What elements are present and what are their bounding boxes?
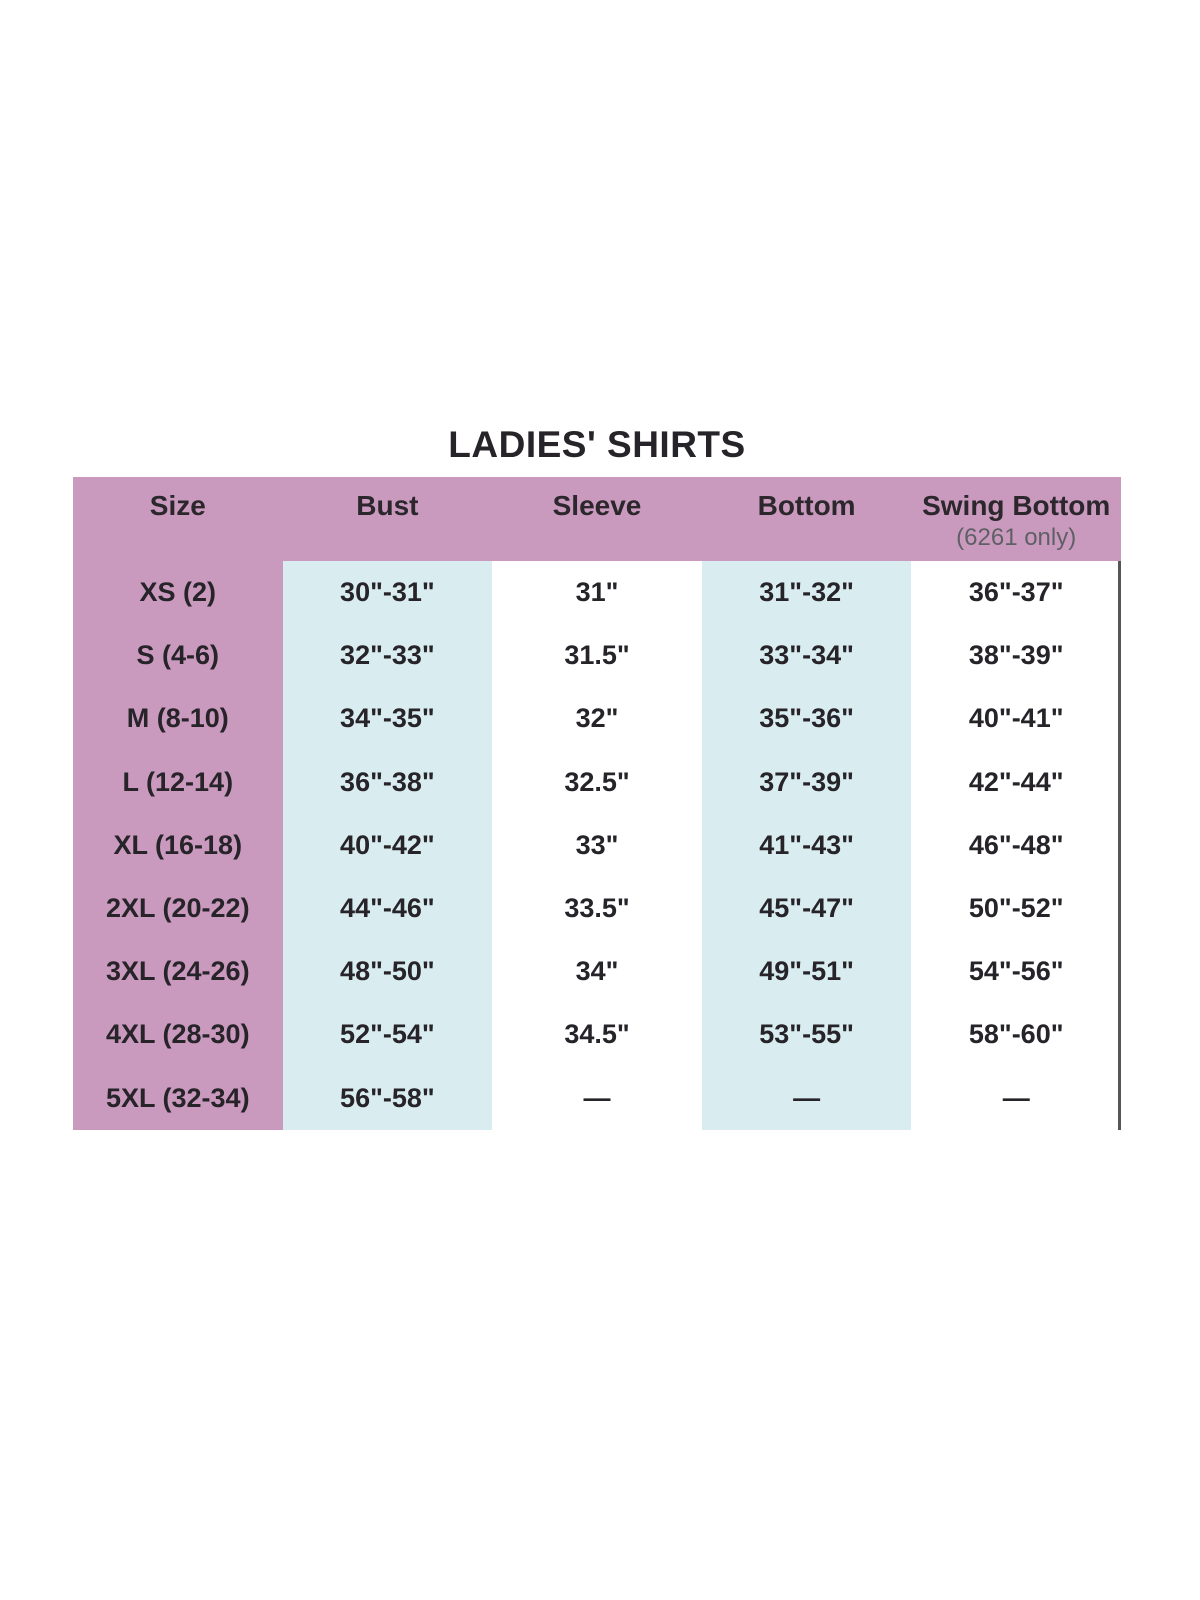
header-cell-swing-bottom: Swing Bottom (6261 only) [911,477,1121,561]
table-cell: 49"-51" [701,940,912,1004]
table-cell: 33.5" [564,893,630,924]
table-cell: S (4-6) [73,624,283,688]
table-cell: L (12-14) [73,750,283,814]
table-cell: 52"-54" [282,1003,493,1067]
table-cell: 56"-58" [282,1066,493,1130]
page-title: LADIES' SHIRTS [448,424,746,465]
table-cell: XS (2) [73,561,283,625]
table-cell: 32"-33" [282,624,493,688]
table-cell: 36"-38" [282,750,493,814]
table-cell: 34" [575,956,619,987]
table-cell: M (8-10) [73,687,283,751]
table-cell: — [583,1082,611,1113]
table-cell: 31" [575,577,619,608]
table-cell: 50"-52" [968,893,1064,924]
table-cell: 38"-39" [968,640,1064,671]
table-body: XS (2) 30"-31" 31" 31"-32" 36"-37" S (4-… [73,561,1121,1130]
table-cell: 31.5" [564,640,630,671]
size-chart-table: Size Bust Sleeve Bottom Swing Bottom (62… [73,477,1121,1130]
table-cell: 40"-41" [968,703,1064,734]
header-cell-bottom: Bottom [702,477,912,561]
header-sublabel: (6261 only) [956,523,1077,551]
table-cell: 48"-50" [282,940,493,1004]
table-cell: 32.5" [564,766,630,797]
table-cell: 34"-35" [282,687,493,751]
table-cell: 44"-46" [282,876,493,941]
table-cell: 4XL (28-30) [73,1003,283,1067]
table-cell: 35"-36" [701,687,912,751]
table-header-row: Size Bust Sleeve Bottom Swing Bottom (62… [73,477,1121,561]
table-cell: 46"-48" [968,829,1064,860]
table-cell: 45"-47" [701,876,912,941]
header-cell-size: Size [73,477,283,561]
table-cell: 33"-34" [701,624,912,688]
table-cell: 33" [575,829,619,860]
table-cell: 54"-56" [968,956,1064,987]
table-cell: 34.5" [564,1019,630,1050]
table-cell: 37"-39" [701,750,912,814]
table-cell: 42"-44" [968,766,1064,797]
table-cell: 31"-32" [701,561,912,625]
header-cell-sleeve: Sleeve [492,477,702,561]
header-label: Swing Bottom [922,490,1111,521]
header-label: Size [149,490,206,521]
header-label: Bust [356,490,419,521]
header-label: Bottom [757,490,856,521]
table-cell: 41"-43" [701,813,912,877]
header-cell-bust: Bust [283,477,493,561]
table-cell: 2XL (20-22) [73,876,283,941]
header-label: Sleeve [552,490,642,521]
table-cell: — [1002,1082,1030,1113]
table-cell: 30"-31" [282,561,493,625]
table-cell: 5XL (32-34) [73,1066,283,1130]
table-cell: — [701,1066,912,1130]
table-cell: 3XL (24-26) [73,940,283,1004]
table-cell: 53"-55" [701,1003,912,1067]
table-cell: 36"-37" [968,577,1064,608]
table-cell: 32" [575,703,619,734]
table-cell: 40"-42" [282,813,493,877]
table-cell: XL (16-18) [73,813,283,877]
table-cell: 58"-60" [968,1019,1064,1050]
table-right-border [1118,561,1121,1130]
